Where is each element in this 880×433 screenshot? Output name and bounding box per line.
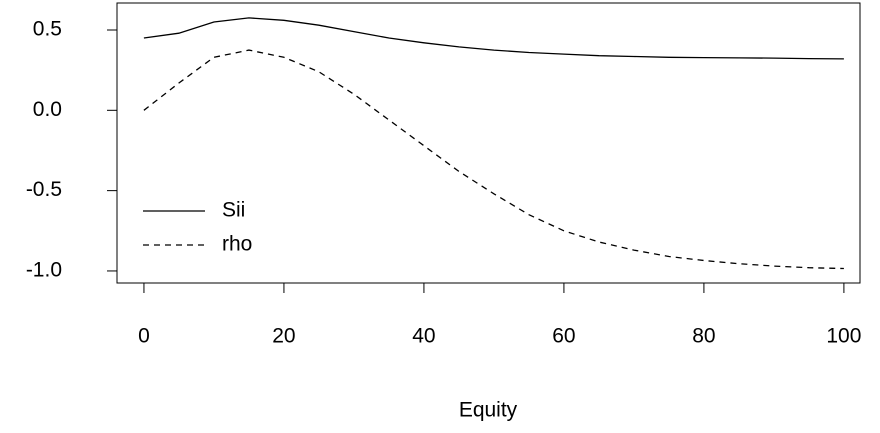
- x-tick-label: 20: [272, 325, 295, 348]
- y-tick-label: -0.5: [26, 178, 62, 201]
- legend-label: rho: [222, 233, 252, 256]
- line-series: [143, 17, 844, 60]
- y-tick-label: 0.0: [33, 98, 62, 121]
- x-axis-label: Equity: [459, 399, 518, 422]
- y-tick-label: -1.0: [26, 258, 62, 281]
- x-tick-label: 0: [138, 325, 150, 348]
- x-tick-label: 80: [692, 325, 715, 348]
- y-tick-label: 0.5: [33, 18, 62, 41]
- legend-label: Sii: [222, 199, 245, 222]
- x-tick-label: 60: [552, 325, 575, 348]
- line-series: [143, 49, 844, 270]
- x-tick-label: 40: [412, 325, 435, 348]
- x-tick-label: 100: [826, 325, 861, 348]
